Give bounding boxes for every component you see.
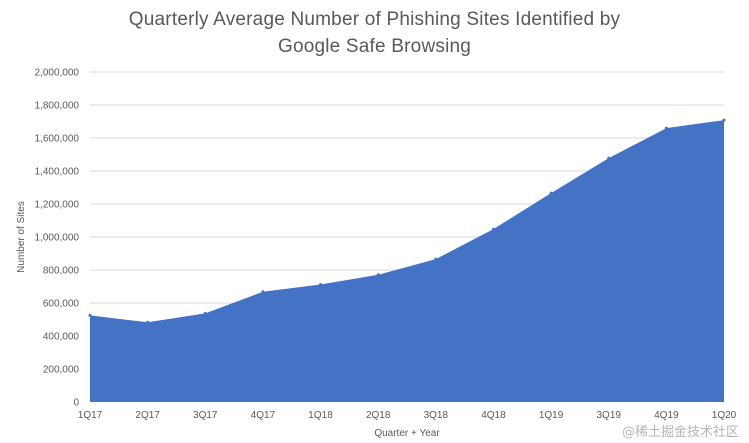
x-tick-label: 1Q20 (712, 410, 737, 421)
data-point (203, 311, 207, 315)
x-tick-label: 1Q18 (308, 410, 333, 421)
y-tick-label: 1,600,000 (35, 134, 80, 145)
y-tick-label: 200,000 (43, 365, 80, 376)
data-point (491, 227, 495, 231)
y-tick-label: 1,000,000 (35, 233, 80, 244)
data-point (434, 257, 438, 261)
x-tick-label: 2Q17 (135, 410, 160, 421)
y-tick-label: 1,200,000 (35, 200, 80, 211)
x-tick-label: 3Q17 (193, 410, 218, 421)
y-tick-label: 800,000 (43, 266, 80, 277)
data-point (261, 290, 265, 294)
data-point (664, 126, 668, 130)
x-axis-title: Quarter + Year (374, 428, 440, 439)
chart-title-line-1: Quarterly Average Number of Phishing Sit… (128, 9, 621, 30)
data-point (319, 283, 323, 287)
x-tick-label: 3Q18 (424, 410, 449, 421)
y-tick-label: 2,000,000 (35, 68, 80, 79)
y-axis-title: Number of Sites (16, 201, 27, 273)
x-axis-ticks: 1Q17 2Q17 3Q17 4Q17 1Q18 2Q18 3Q18 4Q18 1Q19 3Q19… (78, 410, 737, 421)
y-axis-ticks: 0 200,000 400,000 600,000 800,000 1,000,000 1,… (35, 68, 80, 409)
data-point (376, 273, 380, 277)
watermark: @稀土掘金技术社区 (621, 425, 739, 440)
data-point (88, 313, 92, 317)
x-tick-label: 3Q19 (596, 410, 621, 421)
y-tick-label: 1,800,000 (35, 101, 80, 112)
x-tick-label: 1Q19 (539, 410, 564, 421)
x-tick-label: 4Q18 (481, 410, 506, 421)
data-point (549, 191, 553, 195)
data-point (607, 156, 611, 160)
x-tick-label: 2Q18 (366, 410, 391, 421)
data-point (722, 118, 726, 122)
data-point (146, 320, 150, 324)
x-tick-label: 1Q17 (78, 410, 103, 421)
y-tick-label: 0 (73, 398, 79, 409)
y-tick-label: 600,000 (43, 299, 80, 310)
x-tick-label: 4Q17 (251, 410, 276, 421)
y-tick-label: 1,400,000 (35, 167, 80, 178)
y-tick-label: 400,000 (43, 332, 80, 343)
chart-title: Quarterly Average Number of Phishing Sit… (0, 6, 749, 60)
chart-title-line-2: Google Safe Browsing (277, 36, 472, 57)
area-series (88, 118, 726, 403)
x-tick-label: 4Q19 (654, 410, 679, 421)
area-fill (90, 120, 724, 403)
